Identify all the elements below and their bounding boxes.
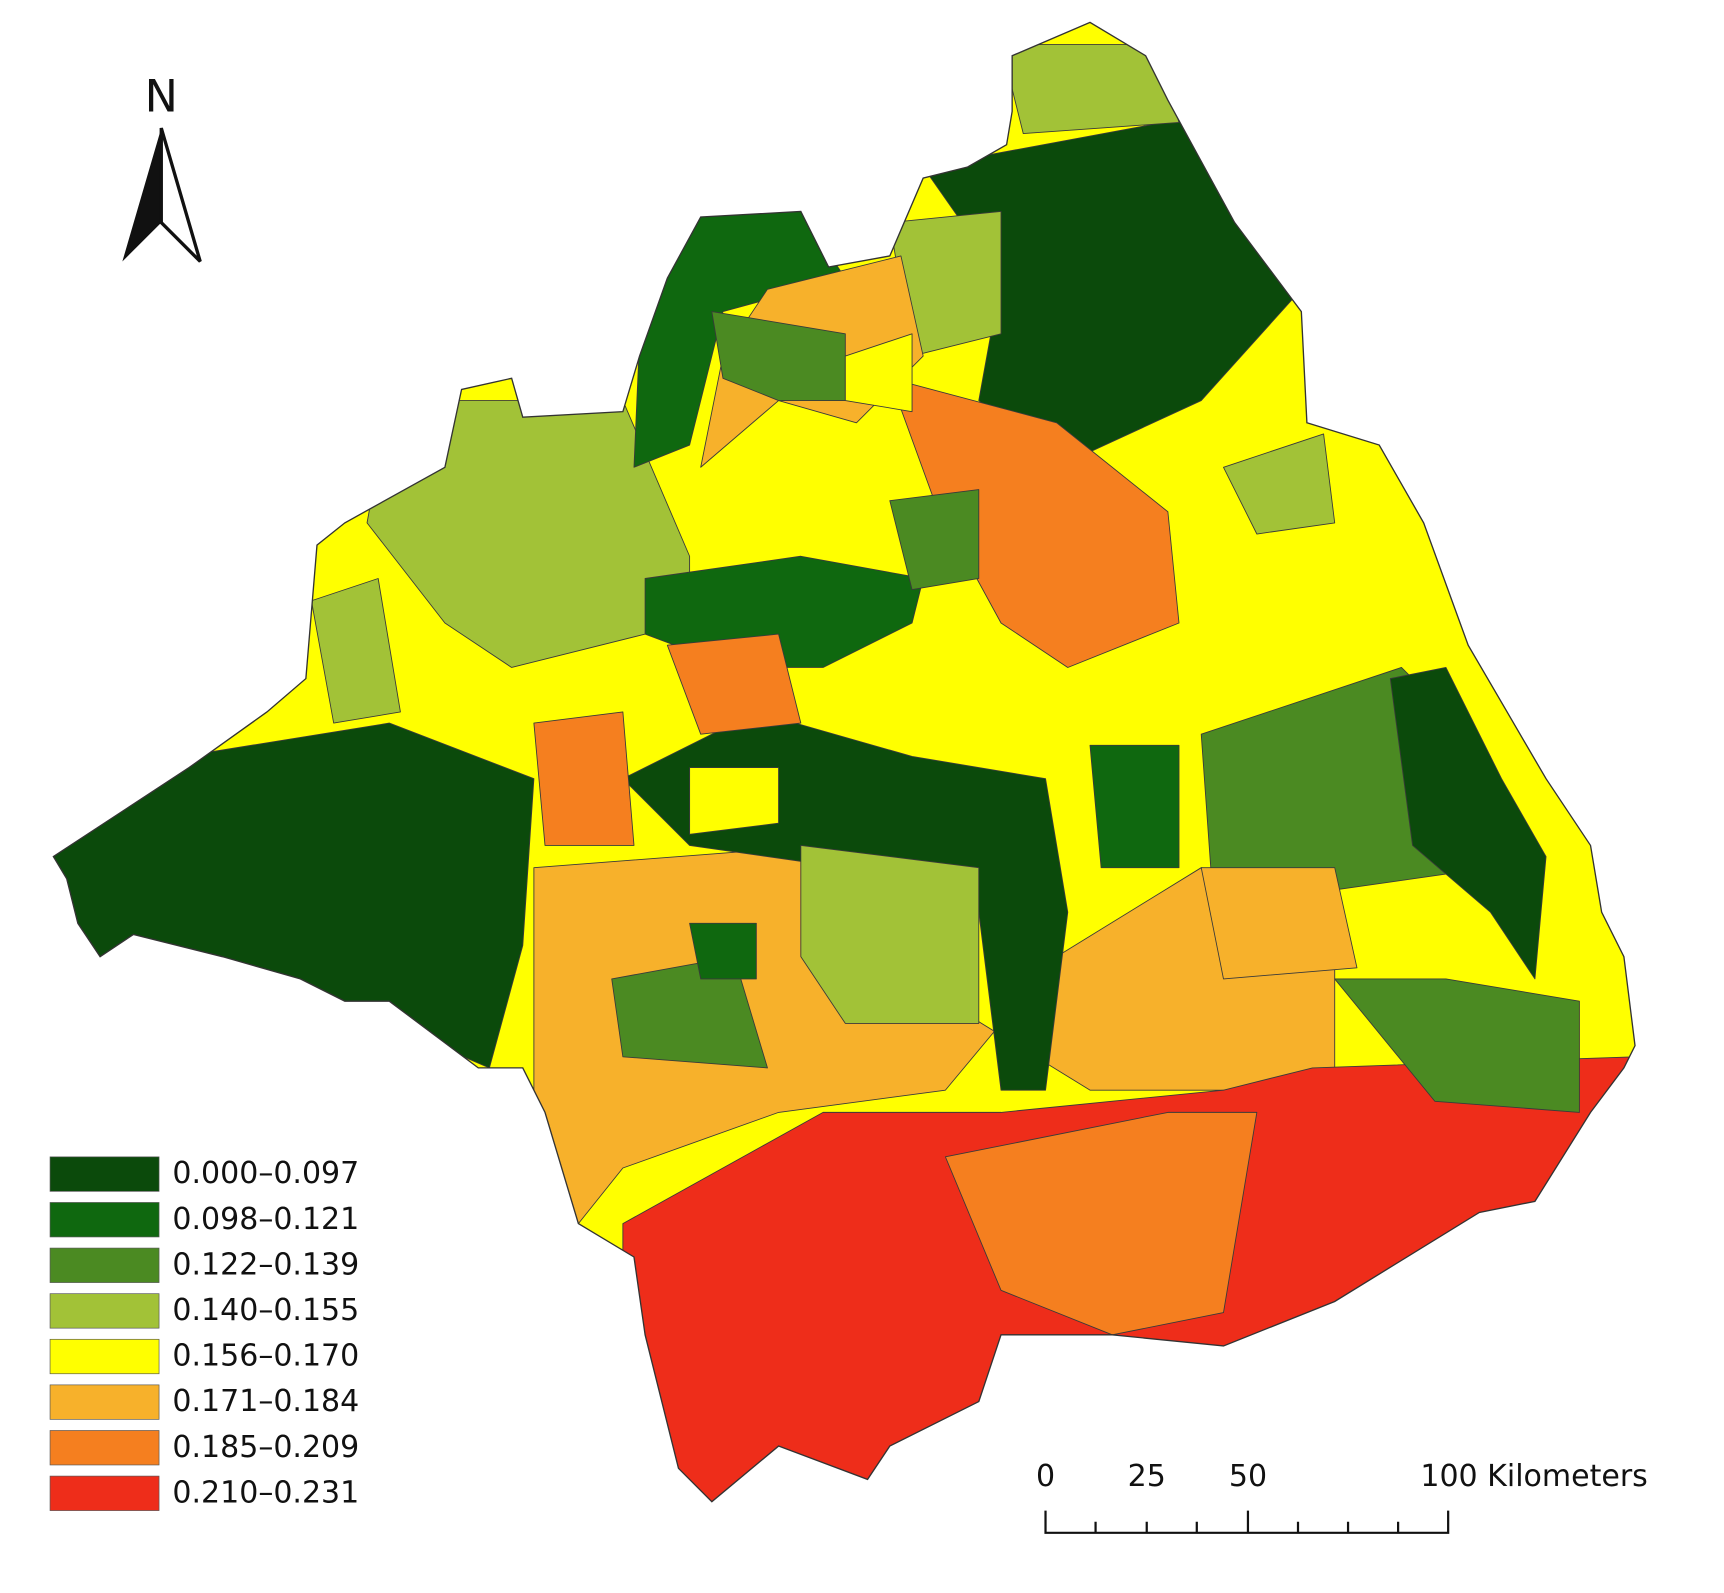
legend-swatch: [49, 1202, 160, 1238]
region: [366, 400, 691, 668]
scale-bar-line: [1044, 1510, 1450, 1534]
legend-label: 0.171–0.184: [172, 1384, 359, 1419]
legend-label: 0.156–0.170: [172, 1339, 359, 1374]
legend-label: 0.210–0.231: [172, 1475, 359, 1510]
scale-label: 50: [1229, 1459, 1267, 1494]
legend-label: 0.098–0.121: [172, 1202, 359, 1237]
region: [1000, 44, 1180, 135]
region: [310, 578, 401, 724]
region: [1334, 978, 1580, 1113]
legend: 0.000–0.097 0.098–0.121 0.122–0.139 0.140–0…: [49, 1156, 359, 1511]
legend-swatch: [49, 1293, 160, 1329]
region: [1200, 867, 1358, 980]
north-arrow-right: [159, 127, 202, 263]
region: [533, 711, 635, 846]
scale-label: 25: [1128, 1459, 1166, 1494]
legend-swatch: [49, 1338, 160, 1375]
region: [1389, 667, 1547, 980]
scale-label: 100 Kilometers: [1420, 1459, 1647, 1494]
region: [1089, 744, 1180, 869]
legend-swatch: [49, 1156, 160, 1192]
legend-label: 0.122–0.139: [172, 1247, 359, 1282]
region: [689, 767, 780, 835]
legend-swatch: [49, 1247, 160, 1283]
region: [800, 844, 980, 1024]
north-arrow-left: [122, 128, 162, 262]
region: [844, 333, 913, 413]
legend-label: 0.000–0.097: [172, 1156, 359, 1191]
scale-label: 0: [1036, 1459, 1055, 1494]
region: [689, 922, 757, 980]
region: [944, 1111, 1258, 1336]
region: [666, 633, 802, 735]
region: [644, 555, 924, 668]
legend-label: 0.140–0.155: [172, 1293, 359, 1328]
scale-bar: 0 25 50 100 Kilometers: [1036, 1459, 1648, 1534]
north-arrow: N: [122, 71, 202, 263]
region: [711, 311, 846, 401]
region: [1223, 433, 1336, 535]
region: [53, 722, 535, 1069]
legend-label: 0.185–0.209: [172, 1430, 359, 1465]
region: [889, 489, 980, 591]
north-label: N: [145, 71, 178, 122]
legend-swatch: [49, 1430, 160, 1466]
legend-swatch: [49, 1475, 160, 1511]
legend-swatch: [49, 1384, 160, 1420]
region: [611, 956, 768, 1069]
